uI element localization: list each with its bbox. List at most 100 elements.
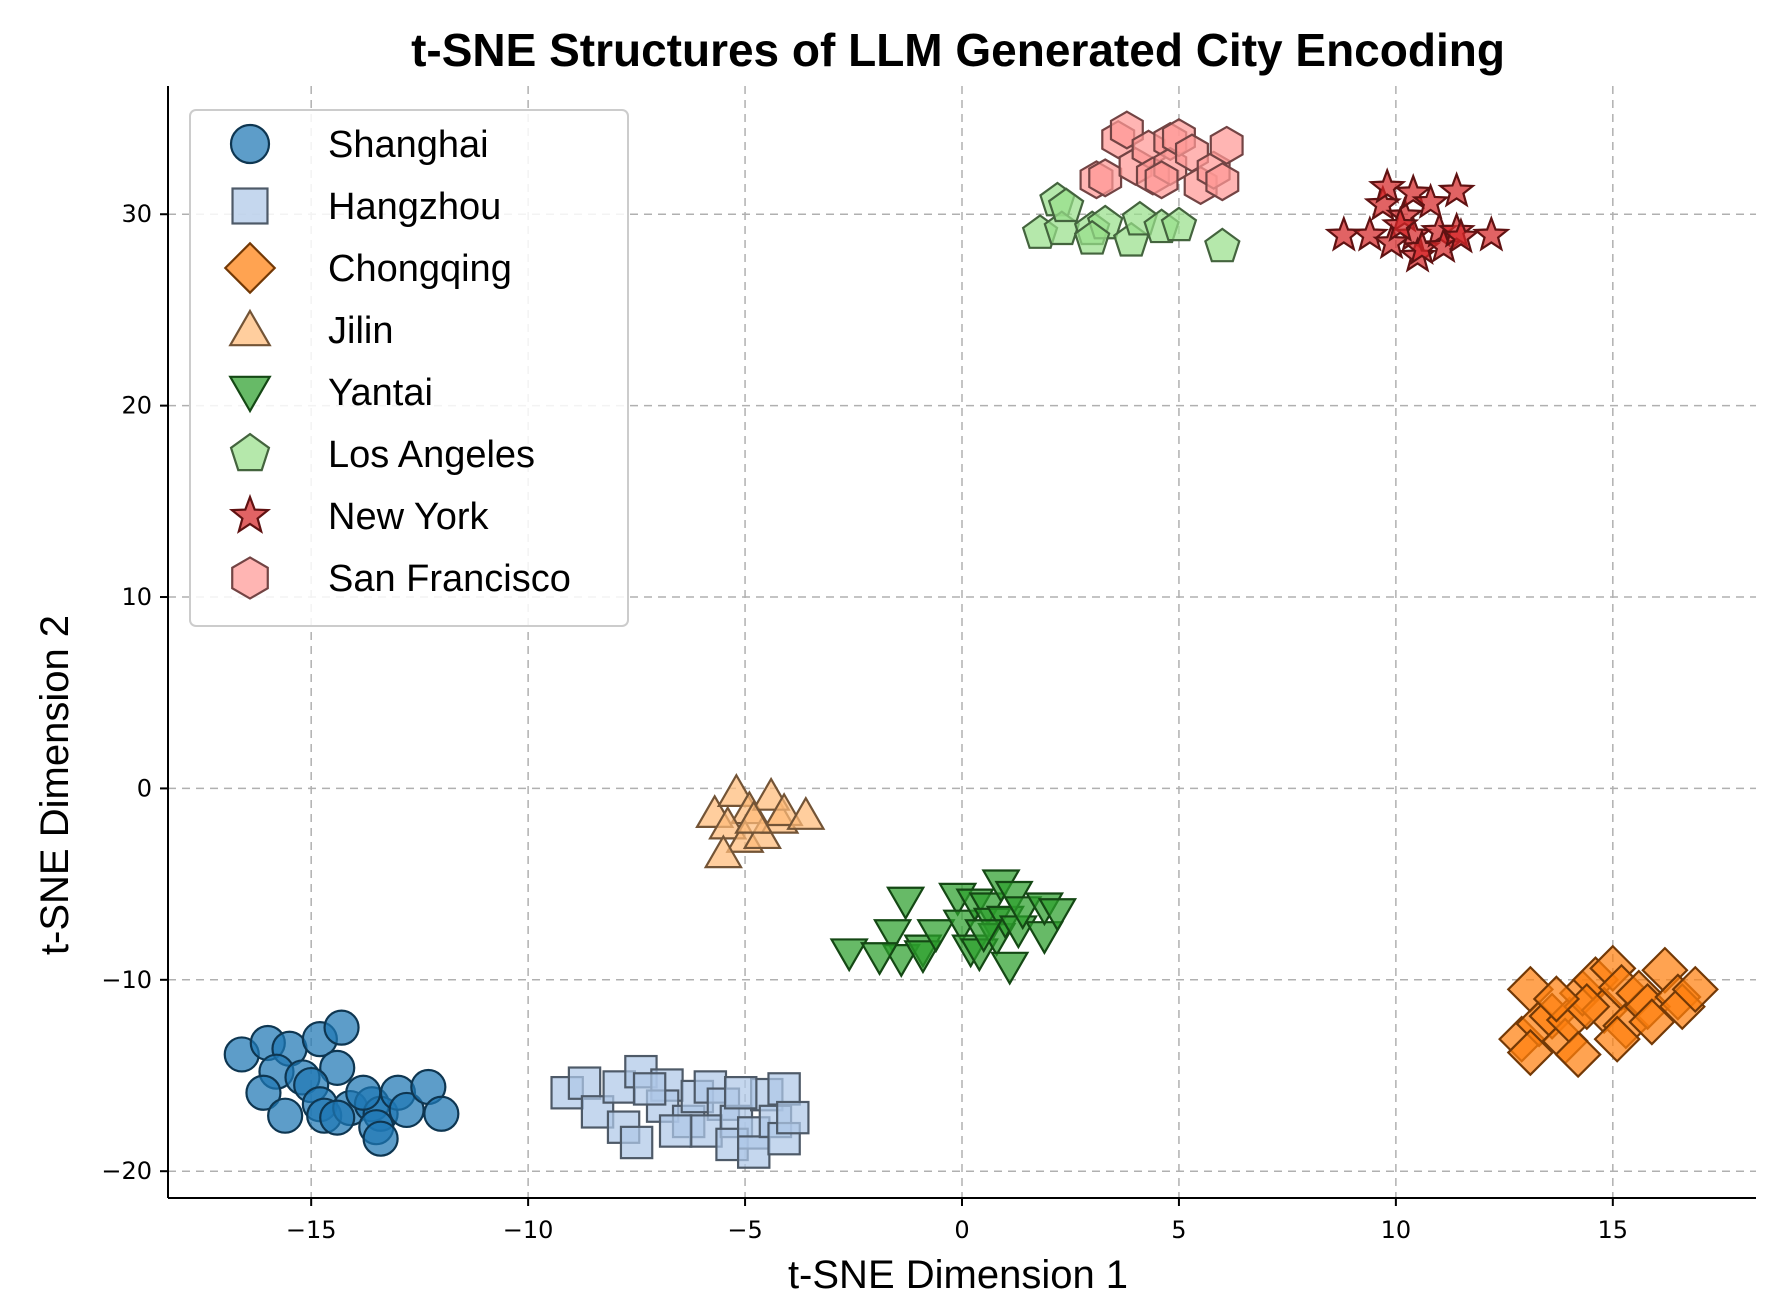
legend-marker-san-francisco — [231, 556, 269, 600]
data-point-los-angeles — [1204, 227, 1241, 263]
data-point-new-york — [1368, 167, 1407, 204]
y-tick-label: −20 — [101, 1157, 152, 1185]
series-yantai — [829, 869, 1078, 986]
legend-marker-los-angeles — [229, 432, 271, 472]
data-point-hangzhou — [776, 1100, 810, 1135]
legend-marker-chongqing — [223, 241, 277, 295]
y-tick-label: −10 — [101, 966, 152, 994]
data-point-yantai — [886, 886, 926, 921]
legend-marker-new-york — [228, 493, 272, 534]
y-tick-label: 30 — [121, 200, 152, 228]
data-point-shanghai — [388, 1091, 425, 1129]
data-point-yantai — [903, 940, 943, 975]
x-tick-label: 0 — [954, 1216, 969, 1244]
axes: −15 −10 −5 0 5 10 15 −20 −10 0 10 20 30 — [101, 86, 1756, 1244]
legend-marker-shanghai — [229, 123, 271, 165]
legend-item-los-angeles: Los Angeles — [229, 432, 535, 476]
legend-label: Chongqing — [328, 248, 512, 290]
data-point-jilin — [703, 834, 743, 869]
series-shanghai — [223, 1009, 460, 1157]
x-axis-label: t-SNE Dimension 1 — [788, 1253, 1128, 1297]
data-point-yantai — [1003, 896, 1043, 931]
legend-item-new-york: New York — [228, 493, 490, 538]
legend-label: Yantai — [328, 372, 433, 414]
data-point-new-york — [1411, 182, 1450, 220]
x-tick-label: −5 — [727, 1216, 762, 1244]
data-point-hangzhou — [567, 1066, 602, 1100]
data-point-new-york — [1437, 171, 1476, 208]
series-chongqing — [1498, 944, 1719, 1079]
x-tick-label: −15 — [286, 1216, 337, 1244]
data-point-new-york — [1324, 215, 1363, 252]
y-tick-label: 0 — [137, 774, 152, 802]
data-point-san-francisco — [1144, 160, 1179, 200]
y-axis-label: t-SNE Dimension 2 — [33, 615, 77, 955]
data-point-yantai — [916, 919, 956, 954]
data-point-chongqing — [1506, 1028, 1555, 1077]
x-tick-label: −10 — [503, 1216, 554, 1244]
series-hangzhou — [550, 1054, 810, 1169]
data-point-yantai — [964, 919, 1004, 954]
data-point-hangzhou — [619, 1125, 654, 1160]
x-tick-label: 5 — [1171, 1216, 1186, 1244]
legend-label: Hangzhou — [328, 186, 501, 228]
data-point-shanghai — [362, 1120, 399, 1157]
data-point-jilin — [786, 796, 826, 830]
data-point-hangzhou — [632, 1072, 667, 1106]
data-point-hangzhou — [767, 1072, 801, 1106]
legend-marker-jilin — [228, 308, 272, 347]
legend-item-yantai: Yantai — [228, 372, 433, 414]
legend-item-shanghai: Shanghai — [229, 123, 489, 166]
data-point-new-york — [1372, 222, 1411, 260]
plot-area — [223, 110, 1719, 1169]
chart-title: t-SNE Structures of LLM Generated City E… — [411, 24, 1505, 76]
x-tick-label: 10 — [1381, 1216, 1412, 1244]
data-point-hangzhou — [736, 1135, 771, 1169]
legend-label: San Francisco — [328, 558, 571, 600]
data-point-chongqing — [1532, 975, 1581, 1023]
data-point-yantai — [859, 942, 900, 977]
data-point-new-york — [1350, 215, 1389, 252]
data-point-san-francisco — [1209, 125, 1244, 165]
legend-item-hangzhou: Hangzhou — [231, 186, 501, 228]
legend-label: New York — [328, 496, 490, 538]
legend-marker-yantai — [228, 375, 272, 414]
data-point-yantai — [990, 951, 1030, 986]
data-point-jilin — [734, 799, 774, 834]
data-point-shanghai — [345, 1074, 382, 1111]
data-point-new-york — [1394, 173, 1433, 210]
data-point-yantai — [1037, 898, 1078, 933]
data-point-new-york — [1441, 217, 1481, 254]
data-point-san-francisco — [1088, 158, 1123, 198]
data-point-los-angeles — [1160, 206, 1198, 242]
series-san-francisco — [1079, 110, 1244, 206]
legend-label: Los Angeles — [328, 434, 535, 476]
data-point-shanghai — [319, 1049, 356, 1086]
series-new-york — [1324, 167, 1511, 273]
data-point-yantai — [873, 919, 913, 954]
legend-marker-hangzhou — [231, 187, 269, 225]
data-point-new-york — [1472, 215, 1511, 252]
x-tick-label: 15 — [1598, 1216, 1629, 1244]
data-point-jilin — [764, 792, 804, 827]
data-point-shanghai — [267, 1097, 304, 1134]
data-point-shanghai — [319, 1099, 356, 1136]
data-point-new-york — [1381, 205, 1420, 243]
data-point-shanghai — [423, 1095, 460, 1132]
series-jilin — [695, 773, 826, 869]
legend-item-chongqing: Chongqing — [223, 241, 512, 295]
legend: Shanghai Hangzhou Chongqing Jilin Yantai Los … — [189, 109, 629, 627]
legend-item-jilin: Jilin — [228, 308, 393, 352]
data-point-chongqing — [1554, 1030, 1602, 1079]
legend-label: Jilin — [328, 310, 393, 352]
y-tick-label: 20 — [121, 392, 152, 420]
data-point-hangzhou — [658, 1114, 693, 1148]
y-tick-label: 10 — [121, 583, 152, 611]
series-los-angeles — [1021, 181, 1241, 263]
legend-item-san-francisco: San Francisco — [231, 556, 571, 600]
data-point-shanghai — [323, 1009, 360, 1046]
data-point-hangzhou — [723, 1075, 758, 1110]
data-point-los-angeles — [1073, 219, 1111, 255]
data-point-chongqing — [1671, 965, 1719, 1014]
